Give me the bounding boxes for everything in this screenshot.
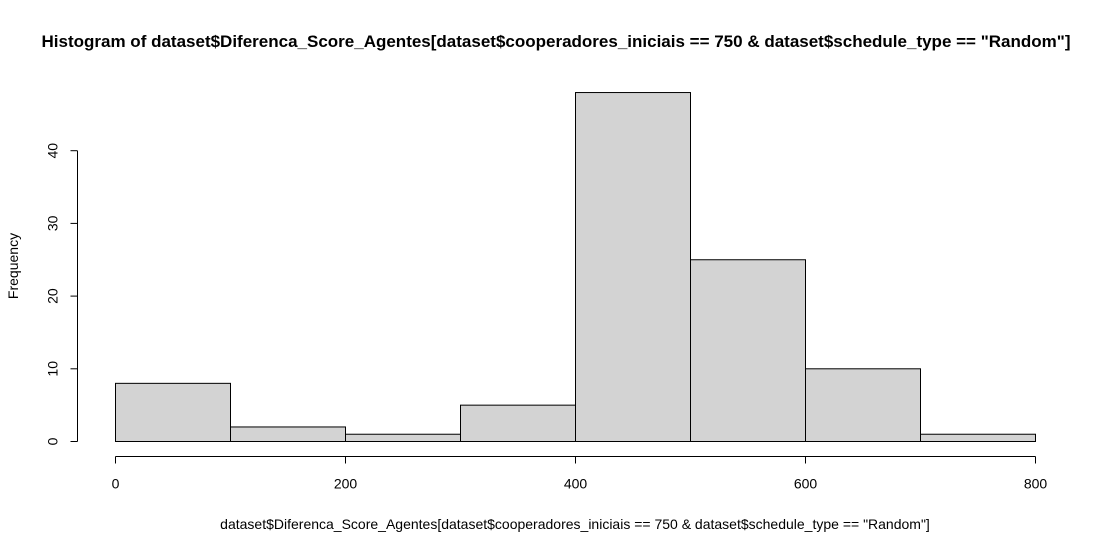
y-tick-label-40: 40 <box>45 143 61 159</box>
x-tick-label-200: 200 <box>334 476 358 492</box>
x-axis: 0 200 400 600 800 <box>112 456 1048 492</box>
histogram-bar-3 <box>460 404 576 442</box>
histogram-bar-0 <box>115 382 231 442</box>
histogram-bar-6 <box>805 368 921 442</box>
bars-group <box>115 92 1036 443</box>
x-tick-label-400: 400 <box>564 476 588 492</box>
x-tick-label-600: 600 <box>794 476 818 492</box>
y-axis: 0 10 20 30 40 <box>45 143 78 445</box>
y-tick-label-10: 10 <box>45 361 61 377</box>
y-tick-label-30: 30 <box>45 215 61 231</box>
y-tick-label-0: 0 <box>45 437 61 445</box>
histogram-bar-2 <box>345 433 461 443</box>
histogram-bar-1 <box>230 426 346 442</box>
histogram-bar-4 <box>575 92 691 442</box>
y-axis-label: Frequency <box>5 233 21 299</box>
chart-title: Histogram of dataset$Diferenca_Score_Age… <box>42 32 1071 51</box>
histogram-bar-7 <box>920 433 1036 443</box>
x-tick-label-0: 0 <box>112 476 120 492</box>
histogram-bar-5 <box>690 259 806 442</box>
x-axis-label: dataset$Diferenca_Score_Agentes[dataset$… <box>220 516 930 532</box>
y-tick-label-20: 20 <box>45 288 61 304</box>
x-tick-label-800: 800 <box>1024 476 1048 492</box>
